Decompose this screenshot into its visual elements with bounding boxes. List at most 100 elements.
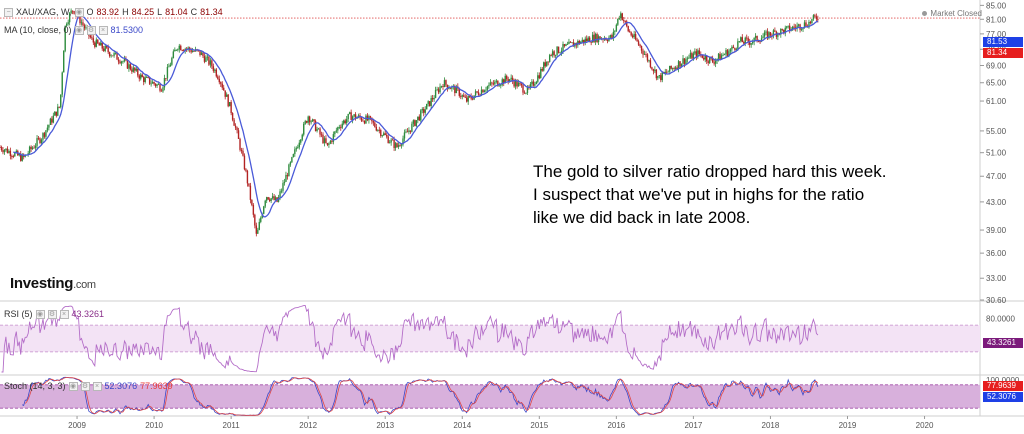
candle-body <box>120 61 123 64</box>
candle-body <box>295 148 298 150</box>
candle-body <box>491 82 493 84</box>
candle-body <box>628 31 631 33</box>
candle-body <box>599 36 601 40</box>
candle-body <box>520 83 523 86</box>
candle-body <box>461 95 463 97</box>
candle-body <box>814 15 816 17</box>
candle-body <box>260 217 262 222</box>
candle-body <box>107 47 109 53</box>
candle-body <box>424 109 426 113</box>
candle-body <box>316 129 318 132</box>
candle-body <box>300 139 302 143</box>
candle-body <box>289 162 292 165</box>
candle-body <box>458 88 461 96</box>
candle-body <box>171 58 173 65</box>
candle-body <box>391 139 394 141</box>
candle-body <box>54 111 56 116</box>
candle-body <box>61 72 63 95</box>
candle-body <box>781 28 783 30</box>
candle-body <box>402 138 404 145</box>
candle-body <box>360 117 363 121</box>
settings-icon[interactable]: ⚙ <box>80 381 90 391</box>
candle-body <box>550 55 552 56</box>
candle-body <box>110 55 112 57</box>
settings-icon[interactable]: ⚙ <box>86 25 96 35</box>
candle-body <box>466 97 468 102</box>
candle-body <box>372 121 375 123</box>
stoch-label: Stoch (14, 3, 3) <box>4 381 66 391</box>
eye-icon[interactable]: ◉ <box>68 381 78 391</box>
candle-body <box>310 121 312 123</box>
candle-body <box>510 77 512 80</box>
candle-body <box>486 86 489 90</box>
candle-body <box>611 35 613 39</box>
candle-body <box>375 126 378 131</box>
candle-body <box>680 63 683 67</box>
candle-body <box>685 59 687 64</box>
candle-body <box>191 50 194 53</box>
eye-icon[interactable]: ◉ <box>74 25 84 35</box>
candle-body <box>744 37 746 44</box>
candle-body <box>319 128 321 135</box>
candle-body <box>351 116 354 120</box>
candle-body <box>584 38 586 43</box>
collapse-icon[interactable]: − <box>4 7 13 17</box>
stoch-band <box>0 384 980 409</box>
candle-body <box>48 124 50 128</box>
candle-body <box>255 225 258 234</box>
candle-body <box>390 139 392 143</box>
candle-body <box>323 138 326 144</box>
candle-body <box>596 33 598 42</box>
candle-body <box>271 196 274 199</box>
candle-body <box>246 170 249 184</box>
candle-body <box>581 39 583 42</box>
eye-icon[interactable]: ◉ <box>35 309 45 319</box>
settings-icon[interactable]: ⚙ <box>47 309 57 319</box>
candle-body <box>126 59 129 69</box>
x-tick-label: 2016 <box>607 421 625 430</box>
candle-body <box>113 53 115 56</box>
candle-body <box>522 85 524 93</box>
stoch-d-line <box>24 376 819 416</box>
candle-body <box>12 156 15 157</box>
candle-body <box>590 42 592 43</box>
candle-body <box>159 84 161 91</box>
close-icon[interactable]: × <box>98 25 108 35</box>
candle-body <box>488 85 490 87</box>
candle-body <box>642 50 644 55</box>
candle-body <box>483 90 486 93</box>
candle-body <box>305 121 308 123</box>
candle-body <box>411 123 413 132</box>
candle-body <box>449 88 452 90</box>
candle-body <box>65 24 68 26</box>
candle-body <box>506 75 508 80</box>
candle-body <box>417 116 419 121</box>
candle-body <box>172 51 175 59</box>
x-tick-label: 2011 <box>223 421 241 430</box>
close-icon[interactable]: × <box>92 381 102 391</box>
status-dot-icon <box>922 11 928 16</box>
candle-body <box>5 148 7 151</box>
candle-body <box>270 198 272 201</box>
candle-body <box>517 82 520 87</box>
candle-body <box>534 84 536 86</box>
y-tick-label: 69.00 <box>986 62 1007 71</box>
candle-body <box>689 53 692 58</box>
candle-body <box>480 89 483 96</box>
candle-body <box>519 82 521 84</box>
candle-body <box>471 98 474 100</box>
candle-body <box>464 96 466 98</box>
y-tick-label: 61.00 <box>986 97 1007 106</box>
candle-body <box>345 119 348 124</box>
eye-icon[interactable]: ◉ <box>74 7 84 17</box>
candle-body <box>588 37 591 43</box>
candle-body <box>6 148 9 153</box>
candle-body <box>82 22 84 26</box>
candle-body <box>21 154 23 161</box>
candle-body <box>708 57 711 63</box>
candle-body <box>363 120 366 124</box>
x-tick-label: 2013 <box>376 421 394 430</box>
candle-body <box>651 67 653 70</box>
candle-body <box>128 64 130 69</box>
close-icon[interactable]: × <box>59 309 69 319</box>
